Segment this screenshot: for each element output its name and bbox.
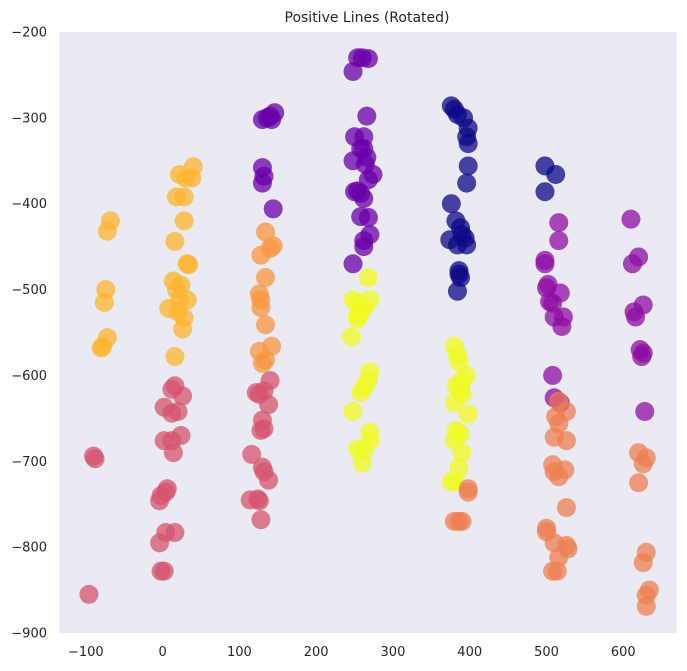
scatter-point [622,254,642,274]
scatter-point [547,561,567,581]
scatter-point [358,268,378,288]
scatter-point [150,491,170,511]
scatter-point [97,221,117,241]
scatter-point [343,61,363,81]
scatter-point [94,292,114,312]
scatter-point [165,347,185,367]
scatter-point [85,449,105,469]
y-tick-label: −200 [11,26,47,41]
scatter-point [263,199,283,219]
scatter-point [358,49,378,69]
scatter-point [179,255,199,275]
x-tick-label: 300 [381,645,406,660]
scatter-point [458,156,478,176]
scatter-point [173,386,193,406]
scatter-point [79,584,99,604]
scatter-point [458,134,478,154]
scatter-point [629,473,649,493]
scatter-point [535,182,555,202]
scatter-point [251,420,271,440]
scatter-point [441,194,461,214]
scatter-point [256,315,276,335]
scatter-point [251,510,271,530]
x-tick-label: 600 [611,645,636,660]
scatter-point [252,353,272,373]
scatter-point [449,511,469,531]
scatter-point [458,404,478,424]
chart-title: Positive Lines (Rotated) [285,10,450,26]
scatter-point [173,319,193,339]
x-tick-label: 0 [158,645,166,660]
scatter-point [154,561,174,581]
scatter-point [357,106,377,126]
scatter-point [150,533,170,553]
x-tick-label: 200 [304,645,329,660]
scatter-point [251,245,271,265]
scatter-point [358,207,378,227]
scatter-point [343,254,363,274]
scatter-point [556,498,576,518]
scatter-point [549,467,569,487]
scatter-point [458,482,478,502]
scatter-point [163,443,183,463]
scatter-point [165,231,185,251]
scatter-point [256,268,276,288]
scatter-point [182,168,202,188]
scatter-point [240,490,260,510]
x-tick-label: 100 [227,645,252,660]
scatter-point [348,309,368,329]
points-group [79,48,659,616]
y-tick-label: −300 [11,111,47,126]
scatter-point [457,173,477,193]
scatter-point [354,237,374,257]
scatter-point [546,165,566,185]
scatter-point [354,189,374,209]
scatter-point [549,213,569,233]
scatter-point [632,347,652,367]
scatter-point [242,444,262,464]
scatter-point [447,235,467,255]
scatter-point [341,327,361,347]
scatter-point [626,307,646,327]
scatter-point [556,431,576,451]
y-tick-label: −400 [11,197,47,212]
scatter-point [154,397,174,417]
scatter-point [259,470,279,490]
scatter-point [262,110,282,130]
scatter-point [535,254,555,274]
x-tick-label: 500 [534,645,559,660]
scatter-point [633,553,653,573]
scatter-point [174,187,194,207]
scatter-point [91,338,111,358]
scatter-point [447,281,467,301]
scatter-point [636,596,656,616]
x-tick-label: 400 [457,645,482,660]
axis-group: −100 0 100 200 300 400 500 600 −200 −300 −400 −500 −… [11,26,635,661]
scatter-point [251,298,271,318]
y-tick-label: −600 [11,369,47,384]
scatter-point [444,393,464,413]
y-tick-label: −800 [11,541,47,556]
scatter-point [543,365,563,385]
scatter-point [351,383,371,403]
scatter-point [165,523,185,543]
x-tick-label: −100 [68,645,104,660]
scatter-point [352,453,372,473]
y-tick-label: −500 [11,283,47,298]
y-tick-label: −900 [11,627,47,642]
scatter-point [174,211,194,231]
scatter-point [259,395,279,415]
scatter-point [549,231,569,251]
scatter-point [552,316,572,336]
y-tick-label: −700 [11,455,47,470]
scatter-point [343,401,363,421]
scatter-point [633,454,653,474]
scatter-point [543,293,563,313]
scatter-point [252,173,272,193]
scatter-point [635,401,655,421]
scatter-point [452,443,472,463]
scatter-point [621,209,641,229]
